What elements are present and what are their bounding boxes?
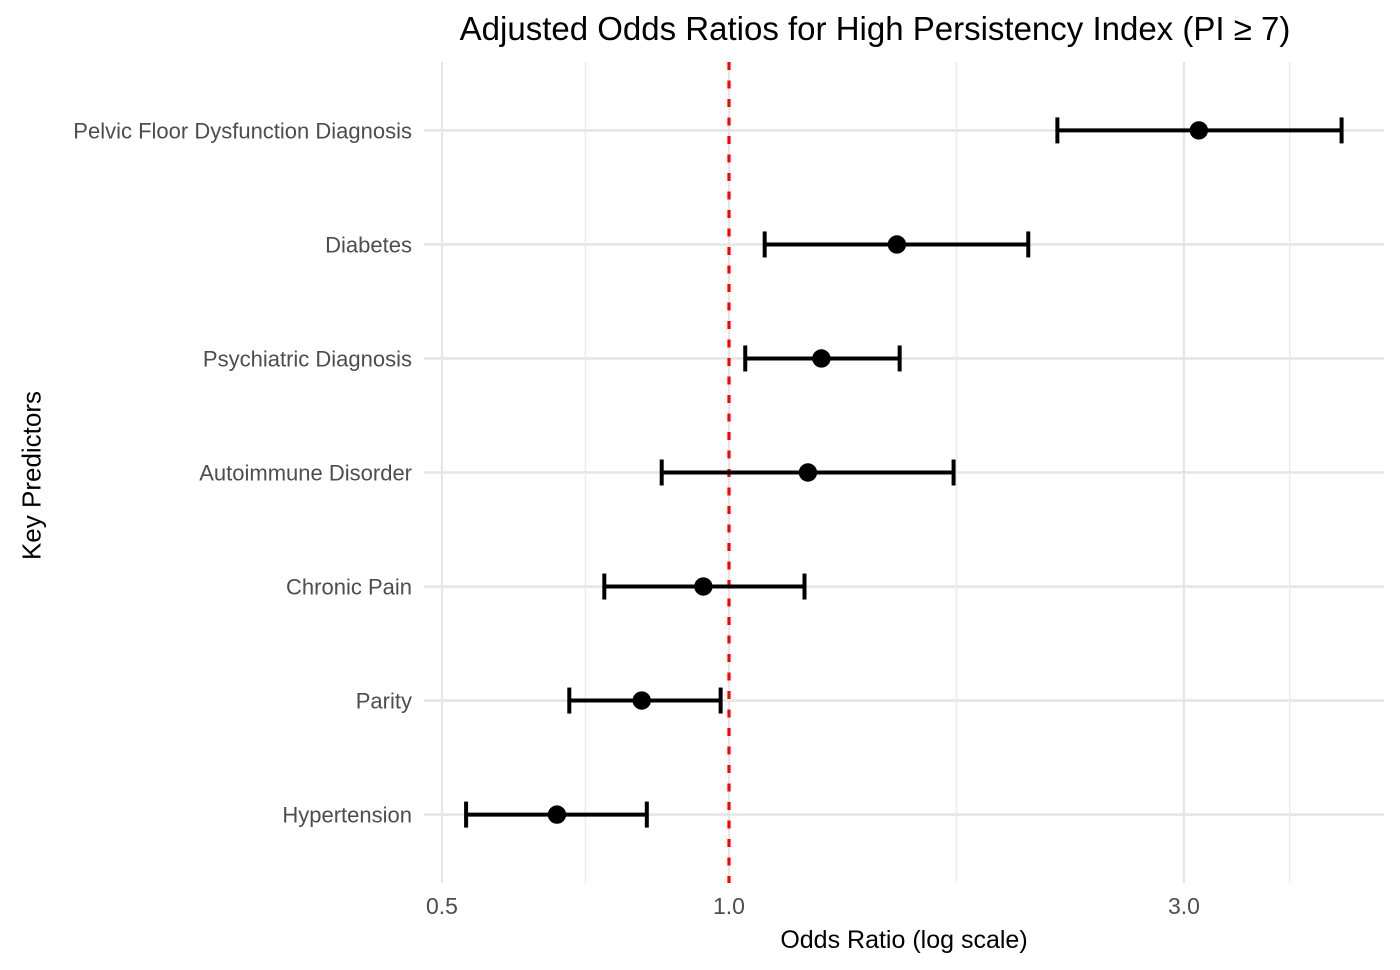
odds-ratio-point bbox=[547, 805, 567, 824]
chart-title: Adjusted Odds Ratios for High Persistenc… bbox=[459, 10, 1291, 47]
x-tick-label: 0.5 bbox=[426, 893, 458, 919]
odds-ratio-point bbox=[798, 463, 818, 482]
x-tick-label: 3.0 bbox=[1168, 893, 1200, 919]
x-axis-title: Odds Ratio (log scale) bbox=[780, 926, 1028, 954]
y-tick-label: Autoimmune Disorder bbox=[199, 461, 412, 486]
y-tick-label: Chronic Pain bbox=[286, 575, 412, 600]
odds-ratio-point bbox=[887, 235, 907, 254]
y-tick-label: Pelvic Floor Dysfunction Diagnosis bbox=[73, 118, 412, 143]
odds-ratio-point bbox=[694, 577, 713, 596]
y-tick-label: Hypertension bbox=[282, 803, 412, 828]
y-tick-label: Diabetes bbox=[325, 232, 412, 257]
odds-ratio-point bbox=[1189, 121, 1209, 140]
y-tick-label: Psychiatric Diagnosis bbox=[203, 346, 412, 371]
odds-ratio-point bbox=[632, 691, 651, 710]
y-tick-label: Parity bbox=[356, 689, 412, 714]
x-tick-label: 1.0 bbox=[713, 893, 745, 919]
odds-ratio-point bbox=[812, 349, 831, 368]
